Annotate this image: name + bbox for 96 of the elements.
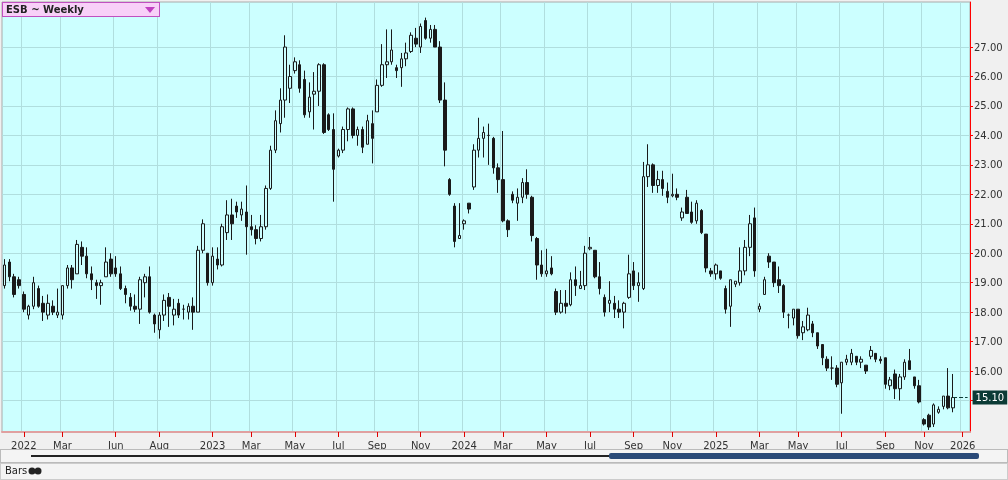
y-tick-label: 23.00 — [974, 159, 1003, 171]
candlestick — [211, 246, 214, 287]
candlestick — [424, 17, 427, 41]
x-tick-label: 2023 — [199, 439, 226, 451]
y-tick-label: 18.00 — [974, 306, 1003, 318]
candlestick — [371, 109, 374, 164]
candlestick — [303, 70, 306, 119]
candlestick — [583, 245, 587, 291]
candlestick — [787, 313, 790, 329]
x-tick-label: 2025 — [703, 439, 729, 451]
candlestick — [627, 254, 631, 300]
candlestick — [637, 271, 640, 303]
y-tick-label: 20.00 — [974, 247, 1003, 259]
candlestick — [908, 348, 911, 371]
candlestick — [869, 345, 873, 360]
candlestick — [859, 355, 863, 369]
candlestick — [32, 276, 35, 310]
candlestick — [550, 255, 553, 276]
x-tick-label: Mar — [241, 439, 262, 451]
x-tick-label: Nov — [410, 439, 431, 451]
y-tick-label: 27.00 — [974, 41, 1003, 53]
candlestick — [90, 265, 93, 291]
candlestick — [61, 285, 64, 320]
y-tick-label: 26.00 — [974, 71, 1003, 83]
candlestick — [235, 201, 238, 219]
candlestick — [525, 168, 529, 200]
candlestick — [535, 236, 539, 281]
y-tick-label: 19.00 — [974, 277, 1003, 289]
candlestick — [487, 123, 490, 166]
candlestick — [308, 81, 311, 119]
candlestick — [516, 187, 519, 222]
candlestick — [366, 114, 369, 145]
candlestick — [453, 202, 456, 248]
ref-line-label: 15.10 — [975, 392, 1005, 404]
candlestick — [850, 348, 853, 366]
candlestick — [879, 355, 882, 365]
x-tick-label: Mar — [750, 439, 770, 451]
candlestick — [240, 201, 243, 222]
text: Bars — [5, 465, 28, 476]
candlestick — [458, 202, 461, 239]
candlestick — [666, 182, 669, 204]
candlestick — [206, 252, 209, 287]
candlestick — [700, 208, 703, 235]
candlestick — [182, 304, 185, 320]
candlestick — [530, 195, 534, 242]
x-tick-label: Sep — [624, 439, 644, 451]
x-tick-label: Nov — [662, 439, 683, 451]
candlestick — [825, 355, 829, 372]
candlestick — [462, 218, 466, 231]
candlestick — [511, 190, 514, 204]
candlestick — [332, 112, 335, 203]
candlestick — [864, 364, 868, 375]
candlestick — [545, 248, 548, 278]
candlestick — [153, 313, 156, 334]
candlestick — [821, 344, 824, 366]
candlestick — [763, 276, 766, 295]
candlestick — [274, 109, 277, 154]
x-tick-label: Nov — [914, 439, 934, 451]
x-tick-label: Sep — [875, 439, 895, 451]
candlestick — [467, 202, 471, 214]
candlestick — [482, 126, 485, 159]
x-tick-label: 2026 — [950, 439, 976, 451]
candlestick — [395, 64, 398, 79]
candlestick — [124, 285, 127, 304]
candlestick — [448, 177, 451, 197]
candlestick — [99, 279, 103, 306]
y-tick-label: 17.00 — [974, 336, 1003, 348]
candlestick — [245, 184, 248, 256]
x-tick-label: Mar — [493, 439, 514, 451]
candlestick — [695, 199, 698, 225]
candlestick — [574, 265, 577, 297]
candlestick — [172, 298, 176, 326]
y-tick-label: 25.00 — [974, 100, 1003, 112]
candlestick — [729, 279, 732, 328]
y-tick-label: 21.00 — [974, 218, 1003, 230]
x-tick-label: 2022 — [11, 439, 37, 451]
candlestick — [608, 280, 611, 313]
candlestick — [724, 285, 727, 315]
candlestick — [917, 379, 921, 404]
y-tick-label: 24.00 — [974, 129, 1003, 141]
candlestick — [603, 293, 606, 318]
candlestick — [845, 354, 848, 366]
x-tick-label: 2024 — [451, 439, 477, 451]
chart-title: ESB ~ Weekly — [6, 4, 84, 15]
candlestick — [588, 236, 592, 251]
y-tick-label: 16.00 — [974, 365, 1003, 377]
y-tick-label: 22.00 — [974, 188, 1003, 200]
candlestick — [704, 233, 708, 273]
candlestick — [361, 126, 364, 154]
title-field: ESB ~ Weekly — [2, 2, 160, 17]
x-tick-label: Sep — [367, 439, 387, 451]
x-tick-label: Mar — [53, 439, 73, 451]
candlestick — [816, 332, 819, 350]
candlestick — [758, 302, 761, 313]
candlestick — [119, 265, 122, 291]
candlestick — [937, 405, 940, 415]
